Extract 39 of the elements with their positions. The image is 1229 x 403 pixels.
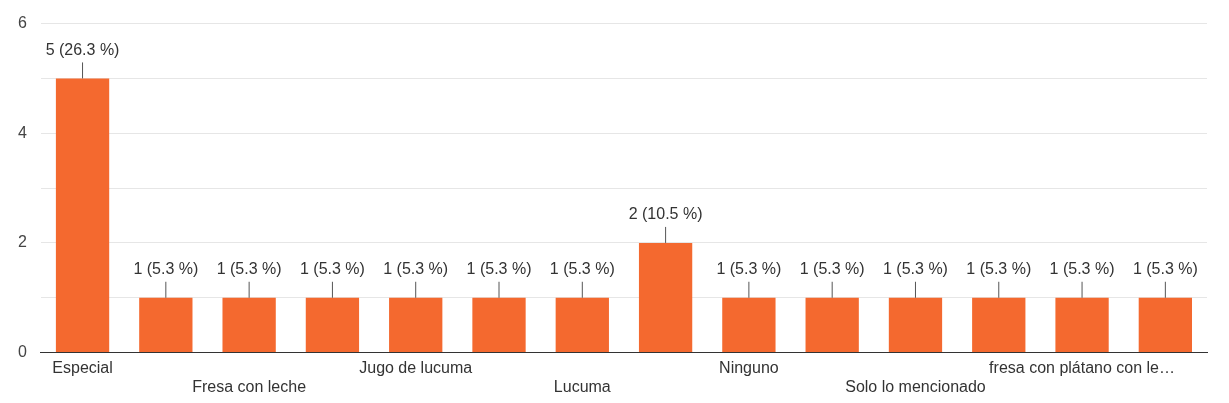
bar (555, 297, 609, 353)
data-label: 1 (5.3 %) (799, 260, 865, 278)
x-tick-label: Jugo de lucuma (359, 358, 473, 376)
data-label: 1 (5.3 %) (466, 260, 532, 278)
data-label: 2 (10.5 %) (628, 205, 703, 223)
x-tick-label: Lucuma (553, 377, 611, 395)
data-label: 1 (5.3 %) (883, 260, 948, 278)
data-label: 1 (5.3 %) (549, 260, 615, 278)
data-label: 1 (5.3 %) (299, 260, 365, 278)
y-tick-label: 0 (17, 343, 27, 361)
bar (222, 297, 276, 353)
bar (638, 242, 693, 353)
data-label: 1 (5.3 %) (716, 260, 782, 278)
data-label: 1 (5.3 %) (966, 260, 1032, 278)
bar (1055, 297, 1109, 353)
data-label: 1 (5.3 %) (133, 260, 199, 278)
x-tick-label: fresa con plátano con le… (989, 358, 1176, 376)
y-tick-label: 4 (17, 123, 27, 141)
bar (305, 297, 360, 353)
bar (1138, 297, 1193, 353)
bar (972, 297, 1026, 353)
data-label: 1 (5.3 %) (383, 260, 449, 278)
y-tick-label: 6 (17, 14, 27, 32)
data-label: 1 (5.3 %) (216, 260, 282, 278)
data-label: 5 (26.3 %) (45, 40, 120, 58)
bar (472, 297, 526, 353)
x-tick-label: Fresa con leche (192, 377, 307, 395)
bar (389, 297, 443, 353)
bar (805, 297, 859, 353)
x-tick-label: Ninguno (719, 358, 779, 376)
x-tick-label: Solo lo mencionado (845, 377, 986, 395)
bar (55, 78, 110, 353)
data-label: 1 (5.3 %) (1049, 260, 1115, 278)
bar (139, 297, 193, 353)
y-tick-label: 2 (17, 233, 27, 251)
data-label: 1 (5.3 %) (1132, 260, 1198, 278)
bar (722, 297, 776, 353)
x-tick-label: Especial (52, 358, 113, 376)
bar (888, 297, 943, 353)
